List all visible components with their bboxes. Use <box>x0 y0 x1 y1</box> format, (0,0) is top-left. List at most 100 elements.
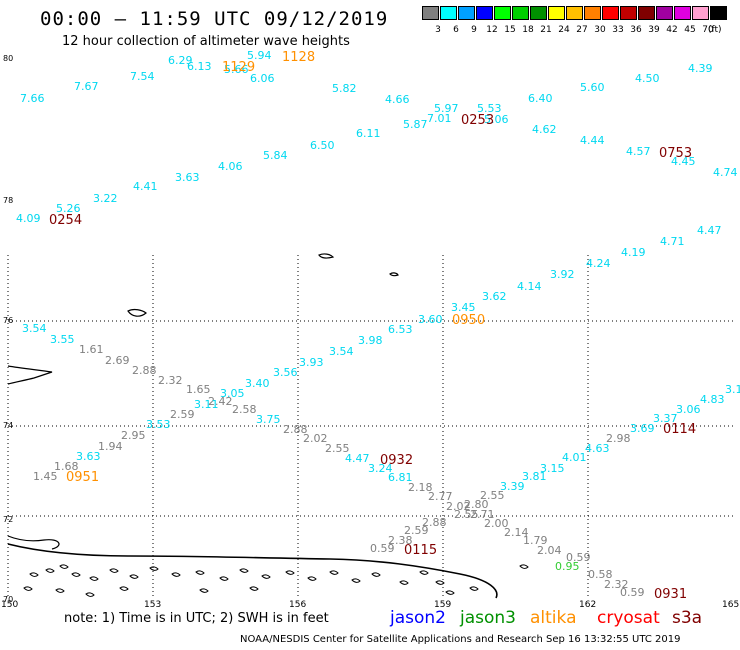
wave-height-value: 1.79 <box>523 534 548 547</box>
wave-height-value: 0.95 <box>555 560 580 573</box>
wave-height-value: 4.09 <box>16 212 41 225</box>
latitude-label: 72 <box>3 515 14 524</box>
legend-swatch <box>494 6 511 20</box>
latitude-label: 78 <box>3 196 14 205</box>
island <box>469 586 479 591</box>
wave-height-value: 3.93 <box>299 356 324 369</box>
wave-height-value: 3.45 <box>451 301 476 314</box>
coastline <box>7 365 53 385</box>
wave-height-value: 2.80 <box>464 498 489 511</box>
island <box>329 570 339 575</box>
pass-time-label: 0253 <box>461 113 494 128</box>
wave-height-value: 3.54 <box>329 345 354 358</box>
legend-swatch <box>458 6 475 20</box>
wave-height-value: 4.83 <box>700 393 725 406</box>
legend-swatch <box>638 6 655 20</box>
wave-height-value: 6.06 <box>250 72 275 85</box>
pass-time-label: 0932 <box>380 453 413 468</box>
longitude-label: 165 <box>722 600 740 610</box>
legend-label: 6 <box>453 25 459 35</box>
island <box>149 566 159 571</box>
wave-height-value: 6.11 <box>356 127 381 140</box>
graticule <box>7 255 733 598</box>
wave-height-value: 3.69 <box>630 422 655 435</box>
island <box>199 588 209 593</box>
wave-height-value: 4.41 <box>133 180 158 193</box>
longitude-label: 153 <box>144 600 162 610</box>
wave-height-value: 1.94 <box>98 440 123 453</box>
island <box>119 586 129 591</box>
wave-height-value: 3.62 <box>482 290 507 303</box>
wave-height-value: 6.53 <box>388 323 413 336</box>
wave-height-value: 3.54 <box>22 322 47 335</box>
island <box>89 576 99 581</box>
wave-height-value: 2.88 <box>422 516 447 529</box>
wave-height-value: 4.57 <box>626 145 651 158</box>
wave-height-value: 2.95 <box>121 429 146 442</box>
pass-time-label: 0254 <box>49 213 82 228</box>
wave-height-value: 2.32 <box>158 374 183 387</box>
landmass <box>7 253 529 599</box>
island <box>239 568 249 573</box>
wave-height-value: 5.53 <box>477 102 502 115</box>
wave-height-value: 2.88 <box>283 423 308 436</box>
coastline <box>389 272 399 277</box>
coastline <box>127 308 147 317</box>
wave-height-value: 5.82 <box>332 82 357 95</box>
map-title: 00:00 – 11:59 UTC 09/12/2019 <box>40 8 389 30</box>
legend-unit: (ft) <box>708 25 722 35</box>
wave-height-value: 2.58 <box>232 403 257 416</box>
legend-label: 42 <box>666 25 678 35</box>
wave-height-value: 5.26 <box>56 202 81 215</box>
observations: 6.296.13 5.945.66 7.54 6.06 7.66 7.67 5.82 4.66… <box>16 49 740 602</box>
legend-swatch <box>548 6 565 20</box>
latitude-label: 80 <box>3 54 14 63</box>
legend-label: 15 <box>504 25 516 35</box>
wave-height-value: 4.66 <box>385 93 410 106</box>
wave-height-value: 3.53 <box>146 418 171 431</box>
credit-line: NOAA/NESDIS Center for Satellite Applica… <box>240 634 681 645</box>
satellite-name-jason3: jason3 <box>460 608 516 628</box>
wave-height-value: 2.55 <box>480 489 505 502</box>
wave-height-value: 7.01 <box>427 112 452 125</box>
wave-height-value: 3.15 <box>540 462 565 475</box>
wave-height-value: 2.38 <box>388 534 413 547</box>
wave-height-value: 3.37 <box>653 412 678 425</box>
satellite-name-altika: altika <box>530 608 577 628</box>
legend-label: 45 <box>684 25 696 35</box>
legend-label: 24 <box>558 25 570 35</box>
island <box>445 590 455 595</box>
latitude-label: 76 <box>3 316 14 325</box>
wave-height-value: 1.65 <box>186 383 211 396</box>
coastline <box>318 253 335 259</box>
wave-height-value: 1.61 <box>79 343 104 356</box>
wave-height-value: 4.06 <box>218 160 243 173</box>
longitude-label: 162 <box>579 600 597 610</box>
wave-height-value: 4.47 <box>345 452 370 465</box>
pass-time-label: 0950 <box>452 313 485 328</box>
wave-height-value: 3.22 <box>93 192 118 205</box>
island <box>435 580 445 585</box>
wave-height-value: 5.66 <box>224 63 249 76</box>
wave-height-value: 3.63 <box>175 171 200 184</box>
wave-height-value: 2.71 <box>470 508 495 521</box>
wave-height-value: 5.60 <box>580 81 605 94</box>
wave-height-value: 2.02 <box>303 432 328 445</box>
pass-time-label: 0931 <box>654 587 687 602</box>
wave-height-value: 2.88 <box>132 364 157 377</box>
wave-height-value: 4.47 <box>697 224 722 237</box>
island <box>109 568 119 573</box>
satellite-name-cryosat: cryosat <box>597 608 660 628</box>
wave-height-value: 2.14 <box>504 526 529 539</box>
legend-swatch <box>602 6 619 20</box>
pass-time-label: 0114 <box>663 422 696 437</box>
wave-height-value: 7.66 <box>20 92 45 105</box>
wave-height-value: 5.97 <box>434 102 459 115</box>
island <box>71 572 81 577</box>
units-note: note: 1) Time is in UTC; 2) SWH is in fe… <box>64 611 329 626</box>
coastline <box>7 543 498 599</box>
wave-height-value: 1.45 <box>33 470 58 483</box>
legend-label: 12 <box>486 25 498 35</box>
wave-height-value: 3.98 <box>358 334 383 347</box>
